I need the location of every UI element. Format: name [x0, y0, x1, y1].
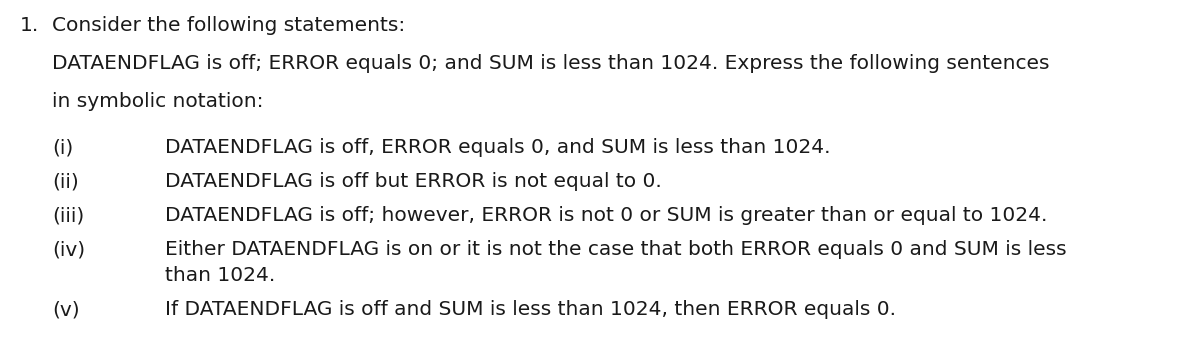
Text: Consider the following statements:: Consider the following statements:	[52, 16, 406, 35]
Text: (v): (v)	[52, 300, 79, 319]
Text: Either DATAENDFLAG is on or it is not the case that both ERROR equals 0 and SUM : Either DATAENDFLAG is on or it is not th…	[166, 240, 1067, 259]
Text: DATAENDFLAG is off; however, ERROR is not 0 or SUM is greater than or equal to 1: DATAENDFLAG is off; however, ERROR is no…	[166, 206, 1048, 225]
Text: than 1024.: than 1024.	[166, 266, 275, 285]
Text: (iii): (iii)	[52, 206, 84, 225]
Text: (ii): (ii)	[52, 172, 79, 191]
Text: DATAENDFLAG is off but ERROR is not equal to 0.: DATAENDFLAG is off but ERROR is not equa…	[166, 172, 661, 191]
Text: DATAENDFLAG is off; ERROR equals 0; and SUM is less than 1024. Express the follo: DATAENDFLAG is off; ERROR equals 0; and …	[52, 54, 1050, 73]
Text: (i): (i)	[52, 138, 73, 157]
Text: in symbolic notation:: in symbolic notation:	[52, 92, 264, 111]
Text: If DATAENDFLAG is off and SUM is less than 1024, then ERROR equals 0.: If DATAENDFLAG is off and SUM is less th…	[166, 300, 896, 319]
Text: (iv): (iv)	[52, 240, 85, 259]
Text: 1.: 1.	[20, 16, 40, 35]
Text: DATAENDFLAG is off, ERROR equals 0, and SUM is less than 1024.: DATAENDFLAG is off, ERROR equals 0, and …	[166, 138, 830, 157]
